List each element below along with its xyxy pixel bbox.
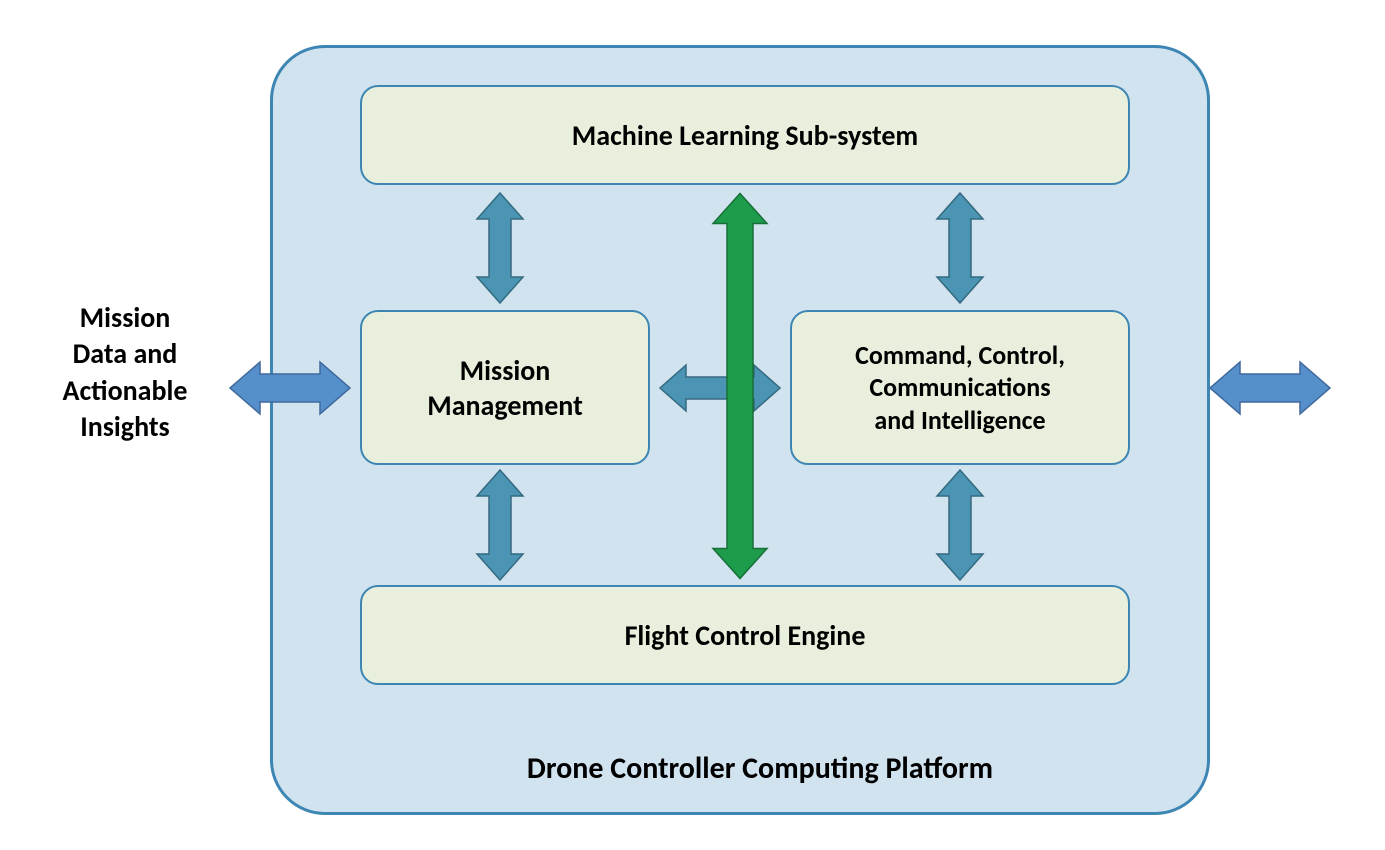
node-label: Flight Control Engine xyxy=(625,618,866,653)
node-label: Command, Control,Communicationsand Intel… xyxy=(855,339,1065,437)
arrow-mission-flight xyxy=(477,470,523,580)
external-label-mission-data: MissionData andActionableInsights xyxy=(30,300,220,446)
arrow-ml-c3i xyxy=(937,193,983,303)
node-machine-learning: Machine Learning Sub-system xyxy=(360,85,1130,185)
node-label: Machine Learning Sub-system xyxy=(572,118,918,153)
node-c3i: Command, Control,Communicationsand Intel… xyxy=(790,310,1130,465)
node-label: MissionManagement xyxy=(427,353,583,423)
node-flight-control: Flight Control Engine xyxy=(360,585,1130,685)
node-mission-management: MissionManagement xyxy=(360,310,650,465)
arrow-c3i-flight xyxy=(937,470,983,580)
diagram-canvas: Machine Learning Sub-system MissionManag… xyxy=(0,0,1385,850)
platform-label: Drone Controller Computing Platform xyxy=(440,750,1080,787)
arrow-mission-c3i xyxy=(660,365,780,411)
platform-label-text: Drone Controller Computing Platform xyxy=(527,750,993,787)
external-label-text: MissionData andActionableInsights xyxy=(63,300,188,444)
arrow-ext-right xyxy=(1210,362,1330,414)
arrow-ext-left xyxy=(230,362,350,414)
arrow-ml-mission xyxy=(477,193,523,303)
